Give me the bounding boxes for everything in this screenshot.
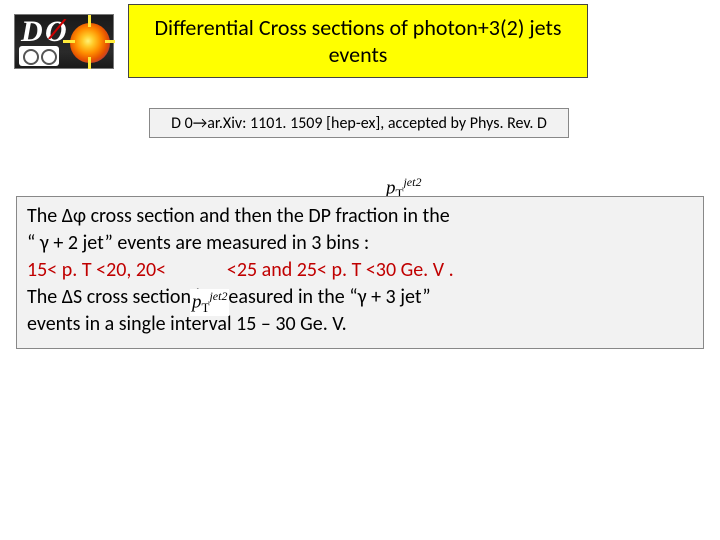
body-line-4: The ΔS cross section is measured in the … (27, 284, 693, 311)
d0-logo: D O / (14, 14, 114, 69)
ref-arrow: → (193, 114, 207, 133)
reference-box: D 0 → ar.Xiv: 1101. 1509 [hep-ex], accep… (149, 108, 569, 138)
ref-prefix: D 0 (171, 114, 193, 133)
pt-sup: jet2 (403, 175, 421, 189)
body-line-3: 15< p. T <20, 20< pTjet2 <25 and 25< p. … (27, 257, 693, 284)
body-l3b: <25 and 25< p. T <30 Ge. V . (227, 258, 454, 282)
body-line-1: The Δφ cross section and then the DP fra… (27, 203, 693, 230)
slide: D O / Differential Cross sections of pho… (0, 0, 720, 540)
pt-jet2-inline: pTjet2 (190, 289, 229, 316)
body-l3a: 15< p. T <20, 20< (27, 258, 166, 282)
body-box: The Δφ cross section and then the DP fra… (16, 196, 704, 349)
body-line-2: “ γ + 2 jet” events are measured in 3 bi… (27, 230, 693, 257)
pt-sup-2: jet2 (209, 289, 227, 303)
title-text: Differential Cross sections of photon+3(… (139, 14, 577, 68)
title-banner: Differential Cross sections of photon+3(… (128, 4, 588, 78)
ref-rest: ar.Xiv: 1101. 1509 [hep-ex], accepted by… (207, 114, 547, 133)
body-line-5: events in a single interval 15 – 30 Ge. … (27, 311, 693, 338)
pt-base-2: p (192, 291, 202, 312)
